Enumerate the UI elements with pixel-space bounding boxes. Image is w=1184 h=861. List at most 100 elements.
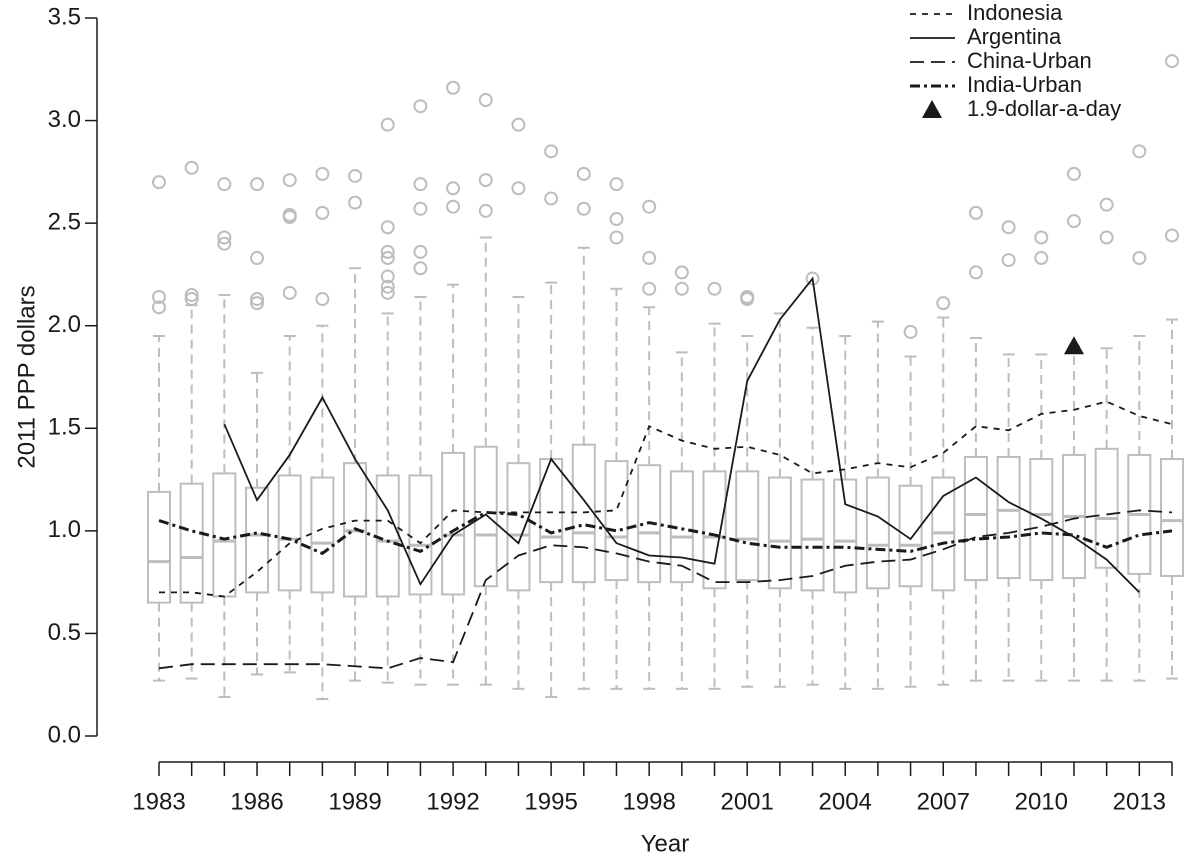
outlier: [1165, 54, 1179, 69]
series-line: [223, 276, 1140, 594]
outlier: [936, 296, 951, 311]
outlier: [674, 265, 689, 280]
outlier: [380, 117, 395, 132]
outlier: [1001, 220, 1016, 235]
outlier: [315, 292, 330, 307]
series-line: [158, 509, 1173, 670]
outlier: [478, 203, 493, 218]
y-tick-label: 3.0: [48, 106, 81, 133]
outlier: [315, 205, 330, 220]
outlier: [511, 117, 526, 132]
outlier: [152, 289, 166, 304]
outlier: [413, 201, 428, 216]
outlier: [740, 289, 755, 304]
legend-swatch: [922, 100, 942, 118]
outlier: [380, 279, 395, 294]
outlier: [217, 177, 232, 192]
outlier: [250, 292, 265, 307]
outlier: [380, 285, 395, 300]
x-tick-label: 1998: [622, 788, 675, 815]
outlier: [478, 93, 493, 108]
legend-label: 1.9-dollar-a-day: [967, 96, 1121, 121]
box: [735, 470, 760, 582]
marker: [1063, 336, 1084, 355]
outlier: [413, 99, 428, 114]
outlier: [282, 207, 297, 222]
outlier: [413, 244, 428, 259]
outlier: [511, 181, 526, 196]
outlier: [609, 177, 624, 192]
box: [898, 484, 923, 588]
box: [833, 478, 858, 594]
y-tick-label: 0.5: [48, 619, 81, 646]
outlier: [184, 160, 199, 175]
box: [702, 470, 727, 590]
outlier: [1099, 230, 1114, 245]
box: [473, 445, 498, 588]
outlier: [380, 269, 395, 284]
outlier: [380, 220, 395, 235]
y-axis-label: 2011 PPP dollars: [13, 285, 40, 468]
outlier: [413, 261, 428, 276]
box: [310, 476, 335, 594]
outlier: [1066, 214, 1081, 229]
box: [147, 490, 171, 604]
series-line: [158, 510, 1173, 556]
x-tick-label: 2001: [720, 788, 773, 815]
box: [506, 462, 531, 592]
outlier: [250, 251, 265, 266]
x-tick-label: 2004: [819, 788, 872, 815]
outlier: [609, 230, 624, 245]
box: [1029, 458, 1054, 582]
x-tick-label: 2007: [917, 788, 970, 815]
outlier: [250, 177, 265, 192]
box: [767, 476, 792, 590]
box: [604, 460, 629, 582]
outlier: [380, 251, 395, 266]
box: [245, 486, 270, 594]
y-tick-label: 0.0: [48, 721, 81, 748]
outlier: [544, 191, 559, 206]
outlier: [968, 205, 983, 220]
outlier: [903, 324, 918, 339]
x-tick-label: 2013: [1113, 788, 1166, 815]
outlier: [413, 177, 428, 192]
box: [179, 482, 204, 604]
outlier: [1165, 228, 1179, 243]
outlier: [217, 236, 232, 251]
legend-label: Indonesia: [967, 0, 1063, 25]
box: [277, 474, 302, 592]
outlier: [707, 281, 722, 296]
legend-label: China-Urban: [967, 48, 1092, 73]
outlier: [642, 281, 657, 296]
box: [441, 451, 466, 596]
legend-label: India-Urban: [967, 72, 1082, 97]
outlier: [674, 281, 689, 296]
x-tick-label: 1989: [328, 788, 381, 815]
x-tick-label: 1995: [524, 788, 577, 815]
x-tick-label: 2010: [1015, 788, 1068, 815]
outlier: [446, 80, 461, 95]
outlier: [1132, 251, 1147, 266]
x-tick-label: 1986: [230, 788, 283, 815]
y-tick-label: 2.5: [48, 208, 81, 235]
outlier: [478, 173, 493, 188]
outlier: [968, 265, 983, 280]
outlier: [446, 181, 461, 196]
outlier: [446, 199, 461, 214]
y-tick-label: 1.0: [48, 516, 81, 543]
box: [865, 476, 890, 590]
outlier: [152, 300, 166, 315]
outlier: [576, 201, 591, 216]
outlier: [1099, 197, 1114, 212]
x-tick-label: 1992: [426, 788, 479, 815]
outlier: [576, 166, 591, 181]
outlier: [1001, 253, 1016, 268]
y-tick-label: 1.5: [48, 414, 81, 441]
box: [1094, 447, 1119, 569]
outlier: [642, 251, 657, 266]
box: [637, 464, 662, 584]
x-tick-label: 1983: [132, 788, 185, 815]
outlier: [282, 173, 297, 188]
outlier: [282, 285, 297, 300]
